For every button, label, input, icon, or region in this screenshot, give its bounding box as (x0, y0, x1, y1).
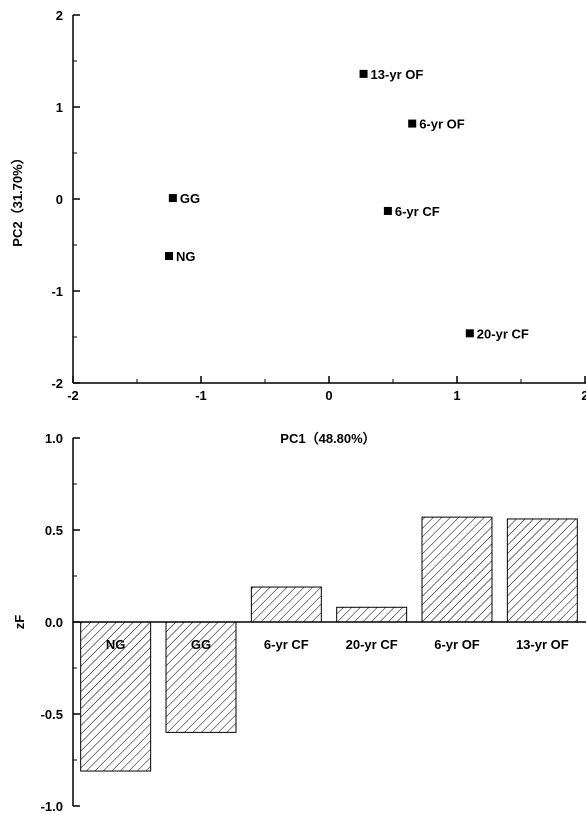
scatter-x-ticks: -2 -1 0 1 2 (67, 376, 586, 403)
scatter-x-tick-label: -1 (195, 388, 207, 403)
bar-category-label: GG (191, 637, 211, 652)
scatter-point (383, 206, 392, 215)
scatter-point (165, 252, 173, 261)
scatter-point (359, 69, 368, 78)
scatter-x-tick-label: -2 (67, 388, 79, 403)
bar-y-tick-label: -0.5 (41, 707, 63, 722)
scatter-point-label: 13-yr OF (371, 67, 424, 82)
scatter-x-tick-label: 2 (581, 388, 586, 403)
scatter-point-label: GG (180, 191, 200, 206)
bar-category-label: 13-yr OF (516, 637, 569, 652)
bar-marks (80, 516, 578, 772)
scatter-y-tick-label: 2 (56, 8, 63, 23)
bar-y-tick-label: -1.0 (41, 799, 63, 814)
bar-category-label: 20-yr CF (346, 637, 398, 652)
scatter-x-tick-label: 0 (325, 388, 332, 403)
scatter-y-tick-label: 0 (56, 192, 63, 207)
bar-category-label: 6-yr CF (264, 637, 309, 652)
bar-y-ticks: -1.0 -0.5 0.0 0.5 1.0 (41, 431, 80, 814)
scatter-point-label: 6-yr OF (419, 117, 465, 132)
bar-category-label: NG (106, 637, 126, 652)
bar-y-tick-label: 0.5 (45, 523, 63, 538)
bar-y-tick-label: 0.0 (45, 615, 63, 630)
scatter-point-label: 20-yr CF (477, 326, 529, 341)
scatter-y-tick-label: 1 (56, 100, 63, 115)
scatter-point-label: NG (176, 249, 196, 264)
pc1-axis-title: PC1（48.80%） (280, 431, 375, 446)
bar (165, 621, 237, 733)
bar-y-tick-label: 1.0 (45, 431, 63, 446)
pca-scatter-chart: -2 -1 0 1 2 -2 -1 0 1 2 13-yr OF 6-yr OF GG 6-yr CF… (10, 8, 586, 403)
bar (336, 606, 408, 623)
bar (250, 586, 322, 623)
scatter-y-tick-label: -2 (51, 376, 63, 391)
bar (421, 516, 493, 623)
scatter-point (465, 329, 474, 338)
scatter-y-ticks: -2 -1 0 1 2 (51, 8, 80, 391)
scatter-point (408, 119, 417, 128)
bar (506, 518, 578, 623)
scatter-points: 13-yr OF 6-yr OF GG 6-yr CF NG 20-yr CF (165, 67, 529, 341)
zf-bar-chart: PC1（48.80%） -1.0 -0.5 0.0 0.5 1.0 NG GG 6-yr C… (12, 431, 586, 814)
bar (80, 621, 152, 772)
bar-category-label: 6-yr OF (434, 637, 480, 652)
scatter-x-tick-label: 1 (453, 388, 460, 403)
bar-category-labels: NG GG 6-yr CF 20-yr CF 6-yr OF 13-yr OF (106, 637, 569, 652)
scatter-point-label: 6-yr CF (395, 204, 440, 219)
scatter-point (168, 194, 177, 203)
bar-y-axis-title: zF (12, 615, 27, 630)
scatter-y-axis-title: PC2（31.70%） (10, 151, 25, 246)
scatter-y-tick-label: -1 (51, 284, 63, 299)
